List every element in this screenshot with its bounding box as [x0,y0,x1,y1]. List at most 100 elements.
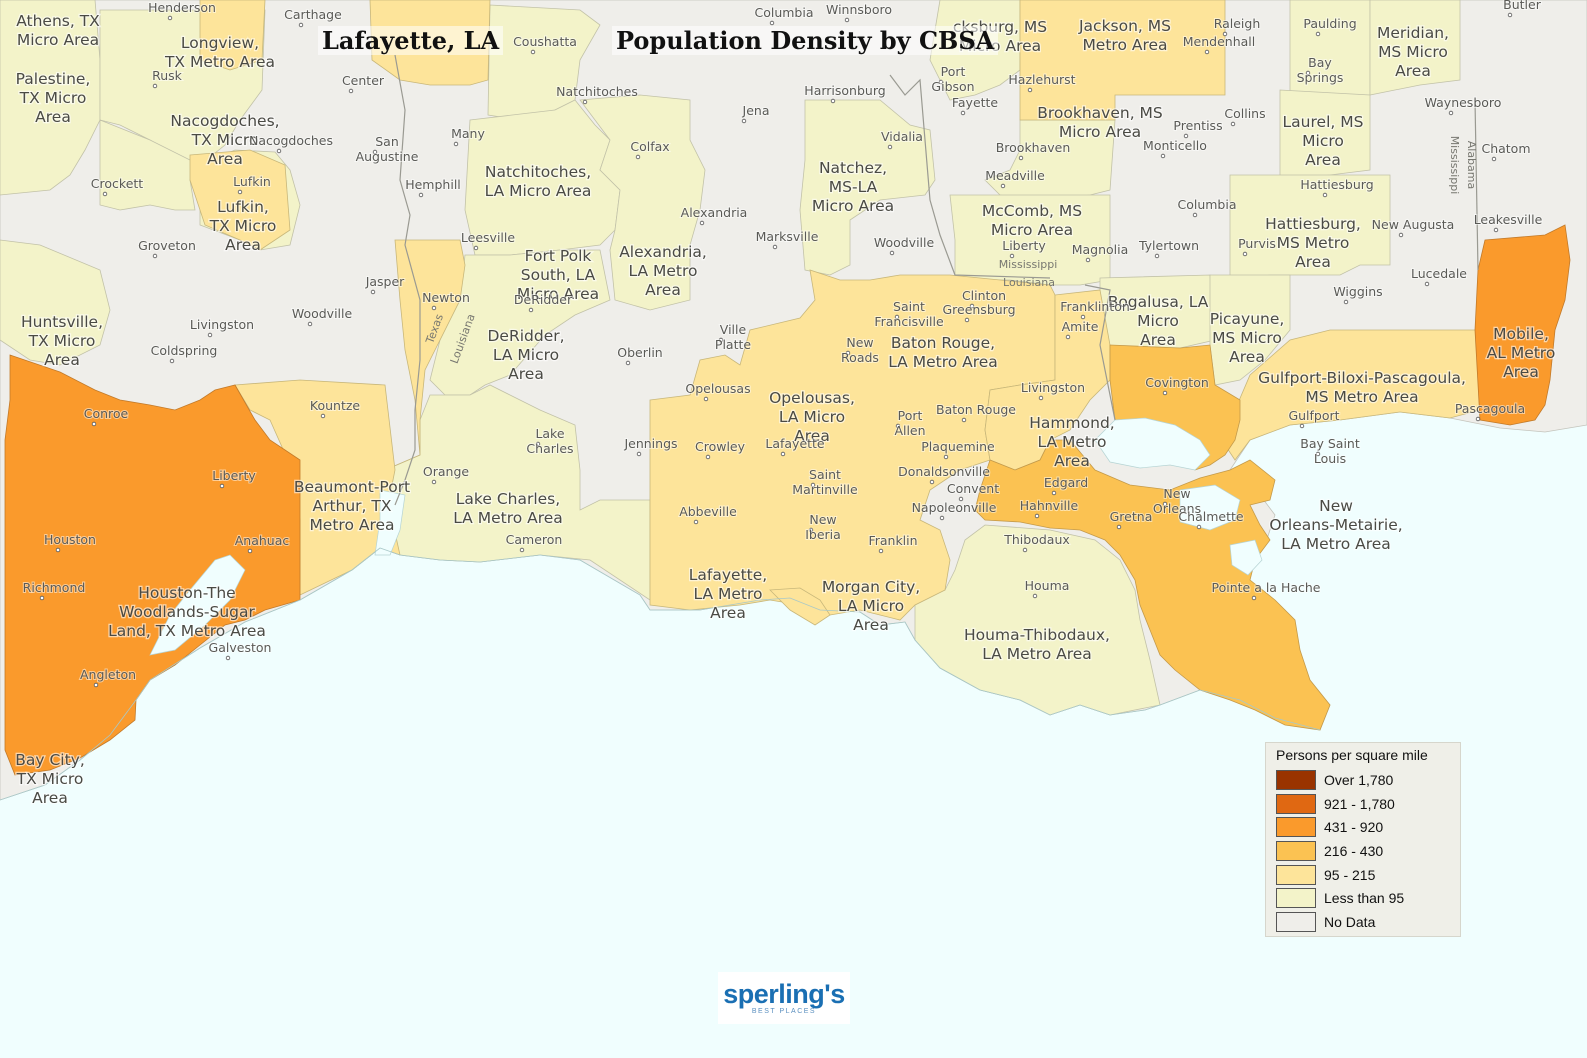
state-boundaries [394,54,1479,506]
legend-swatch [1276,911,1316,932]
legend-item: 95 - 215 [1276,863,1450,887]
city-marker-icon [1315,451,1321,457]
cbsa-lake-charles: Lake Charles, LA Metro Area [453,490,563,527]
city-marker-icon [1034,513,1040,519]
city-label: Newton [422,290,470,305]
city-label: Lucedale [1411,266,1467,281]
cbsa-nacogdoches: Nacogdoches, TX Micro Area [170,112,279,168]
city-label: Paulding [1303,16,1356,31]
city-label: Henderson [148,0,216,15]
city-label: Coushatta [513,34,577,49]
city-marker-icon [1507,12,1513,18]
legend-label: 95 - 215 [1324,866,1376,883]
city-marker-icon [878,548,884,554]
legend-label: No Data [1324,913,1376,930]
density-431-920 [4,224,1571,776]
city-label: Gulfport [1288,408,1339,423]
city-marker-icon [635,154,641,160]
cbsa-fort-polk: Fort Polk South, LA Micro Area [517,247,599,303]
city-label: Many [451,126,485,141]
cbsa-beaumont: Beaumont-Port Arthur, TX Metro Area [294,478,410,534]
city-label: Orange [423,464,469,479]
logo-text: sperling's [723,979,845,1009]
city-marker-icon [929,479,935,485]
legend-swatch [1276,793,1316,814]
city-marker-icon [889,250,895,256]
city-marker-icon [219,483,225,489]
cbsa-athens: Athens, TX Micro Area [16,12,100,49]
city-marker-icon [372,149,378,155]
sperlings-logo: sperling's BEST PLACES [718,972,850,1024]
city-label: Raleigh [1214,16,1261,31]
cbsa-gulfport: Gulfport-Biloxi-Pascagoula, MS Metro Area [1258,369,1466,406]
legend-title: Persons per square mile [1276,747,1428,763]
city-label: Crockett [91,176,143,191]
city-label: Groveton [138,238,196,253]
city-label: Cameron [506,532,563,547]
cbsa-jackson: Jackson, MS Metro Area [1078,17,1171,54]
legend-item: 431 - 920 [1276,815,1450,839]
city-marker-icon [528,307,534,313]
legend-swatch [1276,864,1316,885]
legend-label: 431 - 920 [1324,819,1384,836]
cbsa-houma: Houma-Thibodaux, LA Metro Area [964,626,1110,663]
city-marker-icon [1038,395,1044,401]
city-marker-icon [55,547,61,553]
city-marker-icon [582,99,588,105]
city-label: Harrisonburg [804,83,885,98]
city-label: Hahnville [1020,498,1079,513]
city-marker-icon [769,20,775,26]
city-label: Purvis [1238,236,1276,251]
city-marker-icon [453,141,459,147]
city-label: Gretna [1110,509,1153,524]
city-label: Houston [44,532,96,547]
legend-item: 216 - 430 [1276,839,1450,863]
city-marker-icon [1230,121,1236,127]
city-label: Lafayette [765,436,825,451]
city-label: Brookhaven [996,140,1071,155]
cbsa-baton-rouge: Baton Rouge, LA Metro Area [888,334,998,371]
city-marker-icon [473,245,479,251]
city-label: Bay Springs [1297,55,1344,85]
city-marker-icon [636,451,642,457]
legend-label: Less than 95 [1324,890,1405,907]
city-label: Thibodaux [1003,532,1070,547]
city-label: Covington [1145,375,1209,390]
city-marker-icon [169,358,175,364]
city-marker-icon [348,88,354,94]
city-marker-icon [943,454,949,460]
city-label: Lake Charles [526,426,573,456]
city-label: DeRidder [514,292,573,307]
city-marker-icon [703,396,709,402]
city-marker-icon [535,441,541,447]
city-marker-icon [152,253,158,259]
map-title-topic: Population Density by CBSA [612,26,999,55]
state-label: Mississippi [999,258,1058,271]
coastline [0,547,1321,801]
cbsa-huntsville: Huntsville, TX Micro Area [21,313,103,369]
city-marker-icon [1493,227,1499,233]
city-marker-icon [307,321,313,327]
city-label: Columbia [754,5,813,20]
city-marker-icon [1204,49,1210,55]
city-label: Lufkin [233,174,271,189]
city-marker-icon [1491,156,1497,162]
city-label: Port Gibson [931,64,974,94]
cbsa-natchitoches: Natchitoches, LA Micro Area [485,163,592,200]
city-marker-icon [320,413,326,419]
state-label: Mississippi [1448,136,1461,195]
cbsa-new-orleans: New Orleans-Metairie, LA Metro Area [1269,497,1402,553]
city-label: Meadville [985,168,1045,183]
state-label: Alabama [1465,141,1478,190]
city-label: Saint Francisville [874,299,944,329]
city-marker-icon [780,451,786,457]
city-marker-icon [939,515,945,521]
city-label: Edgard [1044,475,1088,490]
city-label: Center [342,73,385,88]
city-marker-icon [1085,257,1091,263]
city-label: Nacogdoches [249,133,333,148]
city-label: Waynesboro [1425,95,1502,110]
city-marker-icon [152,83,158,89]
city-marker-icon [961,417,967,423]
city-marker-icon [958,496,964,502]
